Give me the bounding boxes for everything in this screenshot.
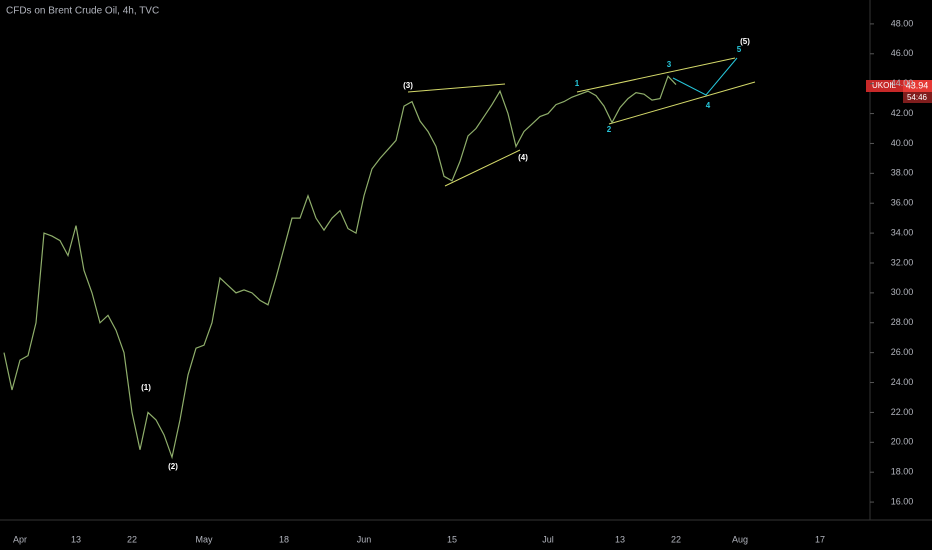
wave-label: (1) (141, 383, 151, 392)
wave-label: (2) (168, 462, 178, 471)
y-tick-label: 20.00 (891, 437, 914, 447)
y-tick-label: 44.00 (891, 78, 914, 88)
wave-label: (5) (740, 37, 750, 46)
trend-line (608, 81, 756, 125)
countdown-tag (903, 92, 932, 103)
x-tick-label: Apr (13, 534, 27, 544)
wave-label: 4 (706, 101, 711, 110)
trend-line (407, 83, 506, 93)
chart-title: CFDs on Brent Crude Oil, 4h, TVC (6, 6, 159, 17)
x-tick-label: 13 (615, 534, 625, 544)
wave-label: 5 (737, 45, 742, 54)
y-tick-label: 38.00 (891, 168, 914, 178)
y-tick-label: 42.00 (891, 108, 914, 118)
trend-line (444, 149, 521, 187)
x-tick-label: Jun (357, 534, 372, 544)
x-tick-label: Jul (542, 534, 554, 544)
y-tick-label: 30.00 (891, 287, 914, 297)
y-tick-label: 22.00 (891, 407, 914, 417)
wave-label: (4) (518, 153, 528, 162)
symbol: UKOIL (872, 81, 897, 90)
price-tag (903, 80, 932, 92)
x-tick-label: 17 (815, 534, 825, 544)
symbol-tag (866, 80, 903, 92)
x-tick-label: Aug (732, 534, 748, 544)
y-tick-label: 40.00 (891, 138, 914, 148)
wave-lines (407, 57, 756, 187)
last-price: 43.94 (906, 80, 929, 90)
y-tick-label: 16.00 (891, 496, 914, 506)
wave-label: 3 (667, 60, 672, 69)
y-tick-label: 24.00 (891, 377, 914, 387)
countdown: 54:46 (907, 93, 928, 102)
x-tick-label: 22 (671, 534, 681, 544)
price-line (3, 75, 677, 460)
wave-label: 2 (607, 125, 612, 134)
trend-line (576, 57, 736, 93)
x-tick-label: 13 (71, 534, 81, 544)
y-tick-label: 34.00 (891, 227, 914, 237)
x-tick-label: 18 (279, 534, 289, 544)
y-tick-label: 36.00 (891, 198, 914, 208)
y-tick-label: 48.00 (891, 18, 914, 28)
x-tick-label: May (195, 534, 213, 544)
wave-label: 1 (575, 79, 580, 88)
wave-label: (3) (403, 81, 413, 90)
y-tick-label: 46.00 (891, 48, 914, 58)
x-tick-label: 15 (447, 534, 457, 544)
y-tick-label: 18.00 (891, 467, 914, 477)
x-tick-label: 22 (127, 534, 137, 544)
projection-line (672, 57, 738, 96)
y-tick-label: 26.00 (891, 347, 914, 357)
y-tick-label: 28.00 (891, 317, 914, 327)
y-tick-label: 32.00 (891, 257, 914, 267)
